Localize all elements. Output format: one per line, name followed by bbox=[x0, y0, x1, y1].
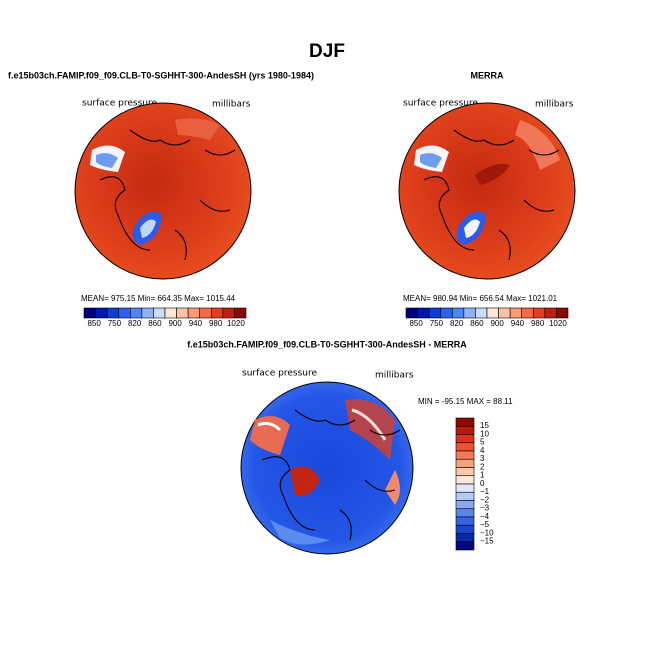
colorbar-label: 2 bbox=[480, 462, 485, 471]
colorbar-label: −3 bbox=[480, 504, 490, 513]
colorbar-label: 940 bbox=[511, 319, 525, 328]
colorbar-label: 980 bbox=[209, 319, 223, 328]
colorbar-swatch bbox=[455, 475, 475, 485]
colorbar-swatch bbox=[417, 307, 430, 319]
panel-title: f.e15b03ch.FAMIP.f09_f09.CLB-T0-SGHHT-30… bbox=[187, 339, 467, 349]
colorbar-label: 750 bbox=[430, 319, 444, 328]
colorbar-swatch bbox=[455, 425, 475, 435]
colorbar-label: −15 bbox=[480, 537, 494, 546]
stats: MIN = -95.15 MAX = 88.11 bbox=[418, 397, 513, 406]
units-label: millibars bbox=[535, 100, 574, 110]
colorbar-swatch bbox=[106, 307, 120, 319]
colorbar-label: −2 bbox=[480, 495, 490, 504]
colorbar-swatch bbox=[455, 450, 475, 460]
colorbar-swatch bbox=[153, 307, 166, 319]
colorbar-label: −10 bbox=[480, 528, 494, 537]
colorbar-swatch bbox=[556, 307, 569, 319]
map bbox=[398, 102, 576, 280]
map bbox=[240, 381, 414, 555]
colorbar-label: 3 bbox=[480, 454, 485, 463]
colorbar-label: 1 bbox=[480, 471, 485, 480]
colorbar-swatch bbox=[83, 307, 96, 319]
colorbar-swatch bbox=[118, 307, 131, 319]
colorbar: 850 750 820 860 900 940 980 1020 bbox=[405, 307, 569, 328]
colorbar-swatch bbox=[455, 516, 475, 526]
colorbar-swatch bbox=[455, 442, 475, 452]
colorbar-swatch bbox=[405, 307, 418, 319]
colorbar-swatch bbox=[451, 307, 465, 319]
units-label: millibars bbox=[375, 371, 414, 381]
colorbar-swatch bbox=[455, 434, 475, 444]
colorbar-swatch bbox=[176, 307, 189, 319]
colorbar-label: 1020 bbox=[549, 319, 567, 328]
colorbar-swatch bbox=[141, 307, 154, 319]
colorbar-label: 1020 bbox=[227, 319, 245, 328]
colorbar-swatch bbox=[455, 500, 475, 510]
colorbar-label: −1 bbox=[480, 487, 490, 496]
stats: MEAN= 980.94 Min= 656.54 Max= 1021.01 bbox=[403, 294, 558, 303]
colorbar-swatch bbox=[455, 508, 475, 518]
colorbar-label: 900 bbox=[168, 319, 182, 328]
colorbar-swatch bbox=[455, 541, 475, 551]
colorbar-swatch bbox=[199, 307, 212, 319]
colorbar-swatch bbox=[509, 307, 523, 319]
colorbar-swatch bbox=[532, 307, 546, 319]
colorbar-swatch bbox=[455, 491, 475, 501]
colorbar-swatch bbox=[440, 307, 453, 319]
colorbar-label: 900 bbox=[490, 319, 504, 328]
colorbar-swatch bbox=[498, 307, 511, 319]
colorbar-swatch bbox=[428, 307, 442, 319]
colorbar-label: −4 bbox=[480, 512, 490, 521]
colorbar-label: 860 bbox=[148, 319, 162, 328]
colorbar: 850 750 820 860 900 940 980 1020 bbox=[83, 307, 247, 328]
colorbar-swatch bbox=[544, 307, 557, 319]
colorbar-swatch bbox=[486, 307, 499, 319]
colorbar-label: 820 bbox=[128, 319, 142, 328]
colorbar-label: 850 bbox=[87, 319, 101, 328]
colorbar-swatch bbox=[475, 307, 488, 319]
panel-title: MERRA bbox=[471, 70, 504, 80]
colorbar-swatch bbox=[455, 524, 475, 534]
colorbar-swatch bbox=[455, 417, 475, 427]
field-label: surface pressure bbox=[403, 99, 478, 109]
units-label: millibars bbox=[212, 100, 251, 110]
colorbar-swatch bbox=[234, 307, 247, 319]
field-label: surface pressure bbox=[82, 99, 157, 109]
colorbar-swatch bbox=[187, 307, 201, 319]
colorbar-label: 860 bbox=[470, 319, 484, 328]
colorbar-swatch bbox=[455, 533, 475, 543]
field-label: surface pressure bbox=[242, 369, 317, 379]
colorbar-label: 940 bbox=[189, 319, 203, 328]
colorbar-label: 0 bbox=[480, 479, 485, 488]
map bbox=[74, 102, 252, 280]
stats: MEAN= 975.15 Min= 664.35 Max= 1015.44 bbox=[81, 294, 236, 303]
colorbar-swatch bbox=[210, 307, 224, 319]
panel-title: f.e15b03ch.FAMIP.f09_f09.CLB-T0-SGHHT-30… bbox=[8, 70, 314, 80]
colorbar-label: 850 bbox=[409, 319, 423, 328]
colorbar-label: 10 bbox=[480, 429, 489, 438]
colorbar-swatch bbox=[455, 458, 475, 468]
colorbar-swatch bbox=[455, 483, 475, 493]
colorbar-swatch bbox=[521, 307, 534, 319]
colorbar-label: 15 bbox=[480, 421, 489, 430]
colorbar-swatch bbox=[164, 307, 177, 319]
colorbar-label: 820 bbox=[450, 319, 464, 328]
figure-title: DJF bbox=[309, 41, 345, 62]
colorbar-label: 5 bbox=[480, 438, 485, 447]
colorbar-swatch bbox=[222, 307, 235, 319]
colorbar-swatch bbox=[129, 307, 143, 319]
colorbar-label: 750 bbox=[108, 319, 122, 328]
colorbar-swatch bbox=[463, 307, 476, 319]
colorbar-label: 980 bbox=[531, 319, 545, 328]
colorbar-label: −5 bbox=[480, 520, 490, 529]
colorbar-swatch bbox=[95, 307, 108, 319]
colorbar-label: 4 bbox=[480, 446, 485, 455]
colorbar-swatch bbox=[455, 467, 475, 477]
